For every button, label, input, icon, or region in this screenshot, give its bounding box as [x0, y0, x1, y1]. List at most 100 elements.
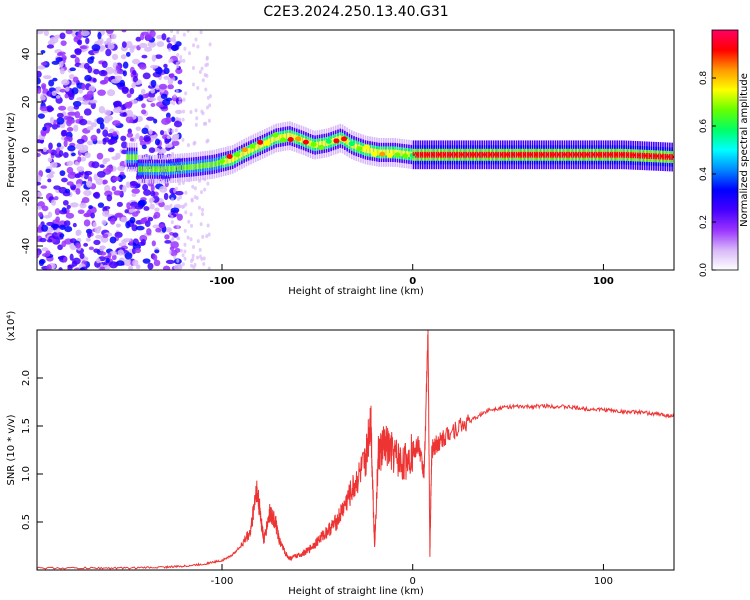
hotspot-cell [447, 153, 450, 156]
noise-cell [135, 225, 145, 231]
noise-cell [167, 78, 174, 85]
noise-cell [184, 210, 188, 215]
noise-cell [42, 126, 47, 131]
hotspot-cell [649, 154, 652, 158]
noise-cell [190, 197, 194, 202]
noise-cell [83, 189, 92, 197]
ridge-cell [586, 151, 589, 158]
hotspot-cell [508, 153, 511, 156]
noise-cell [90, 56, 95, 60]
noise-cell [126, 93, 132, 98]
colorbar: 0.0 0.2 0.4 0.6 0.8 Normalized spectral ampl… [699, 29, 750, 277]
noise-cell [58, 105, 67, 111]
noise-cell [124, 252, 133, 260]
noise-cell [169, 193, 177, 201]
noise-cell [39, 237, 47, 243]
noise-cell [154, 138, 161, 146]
ridge-cell [225, 158, 227, 165]
noise-cell [88, 85, 96, 92]
y-tick-label: 20 [21, 96, 32, 109]
ridge-cell [229, 157, 232, 163]
ridge-cell [138, 166, 140, 173]
noise-cell [141, 144, 147, 150]
noise-cell [62, 152, 69, 158]
noise-cell [143, 135, 151, 142]
noise-cell [206, 181, 210, 186]
noise-cell [48, 87, 56, 92]
noise-cell [121, 86, 129, 93]
noise-cell [143, 189, 152, 196]
colorbar-tick-label: 0.4 [699, 167, 709, 182]
noise-cell [134, 247, 142, 254]
noise-cell [63, 139, 68, 148]
noise-cell [40, 131, 47, 137]
noise-cell [126, 132, 134, 138]
noise-cell [81, 83, 86, 91]
ridge-cell [202, 162, 204, 169]
noise-cell [152, 214, 158, 219]
noise-cell [66, 181, 74, 186]
noise-cell [83, 171, 89, 180]
hotspot-cell [420, 153, 423, 156]
colorbar-tick-label: 0.6 [699, 119, 709, 134]
hotspot-cell [599, 153, 602, 156]
noise-cell [191, 82, 195, 87]
noise-cell [105, 257, 110, 264]
hotspot-cell [379, 151, 386, 157]
noise-cell [163, 75, 170, 80]
hotspot-cell [333, 138, 340, 144]
ridge-cell [616, 151, 619, 158]
noise-cell [83, 108, 92, 116]
noise-cell [99, 122, 105, 130]
hotspot-cell [603, 153, 606, 156]
noise-cell [179, 195, 183, 200]
snr-frame [36, 329, 675, 571]
noise-cell [85, 237, 91, 242]
noise-cell [195, 255, 199, 260]
ridge-cell [483, 151, 486, 158]
noise-cell [163, 192, 169, 201]
ridge-cell [472, 151, 474, 158]
noise-cell [51, 199, 57, 206]
hotspot-cell [618, 153, 621, 156]
noise-cell [171, 44, 179, 52]
noise-cell [122, 238, 132, 242]
ridge-cell [460, 151, 463, 158]
ridge-cell [128, 154, 131, 161]
ridge-cell [321, 140, 323, 147]
noise-cell [61, 240, 67, 248]
noise-cell [191, 253, 195, 258]
noise-cell [100, 79, 109, 85]
noise-cell [38, 211, 43, 218]
hotspot-cell [234, 152, 241, 158]
hotspot-cell [580, 153, 583, 156]
noise-cell [172, 232, 179, 238]
noise-cell [125, 51, 131, 57]
noise-cell [103, 116, 111, 124]
noise-cell [102, 158, 108, 165]
noise-cell [189, 109, 193, 114]
noise-cell [40, 49, 46, 54]
noise-cell [181, 253, 185, 258]
noise-cell [64, 136, 73, 142]
noise-cell [161, 33, 167, 41]
ridge-cell [392, 149, 394, 156]
noise-cell [58, 60, 64, 68]
ridge-cell [604, 151, 607, 158]
noise-cell [97, 202, 105, 208]
ridge-cell [346, 138, 348, 145]
noise-cell [183, 256, 187, 261]
ridge-cell [575, 151, 577, 158]
noise-cell [182, 204, 186, 209]
noise-cell [154, 84, 160, 90]
ridge-cell [362, 146, 364, 152]
ridge-cell [273, 136, 275, 142]
noise-cell [76, 96, 86, 101]
ridge-cell [211, 161, 213, 168]
noise-cell [37, 30, 44, 35]
noise-cell [119, 79, 126, 87]
noise-cell [158, 149, 163, 155]
ridge-cell [263, 140, 266, 147]
noise-cell [125, 181, 131, 188]
noise-cell [186, 30, 190, 33]
